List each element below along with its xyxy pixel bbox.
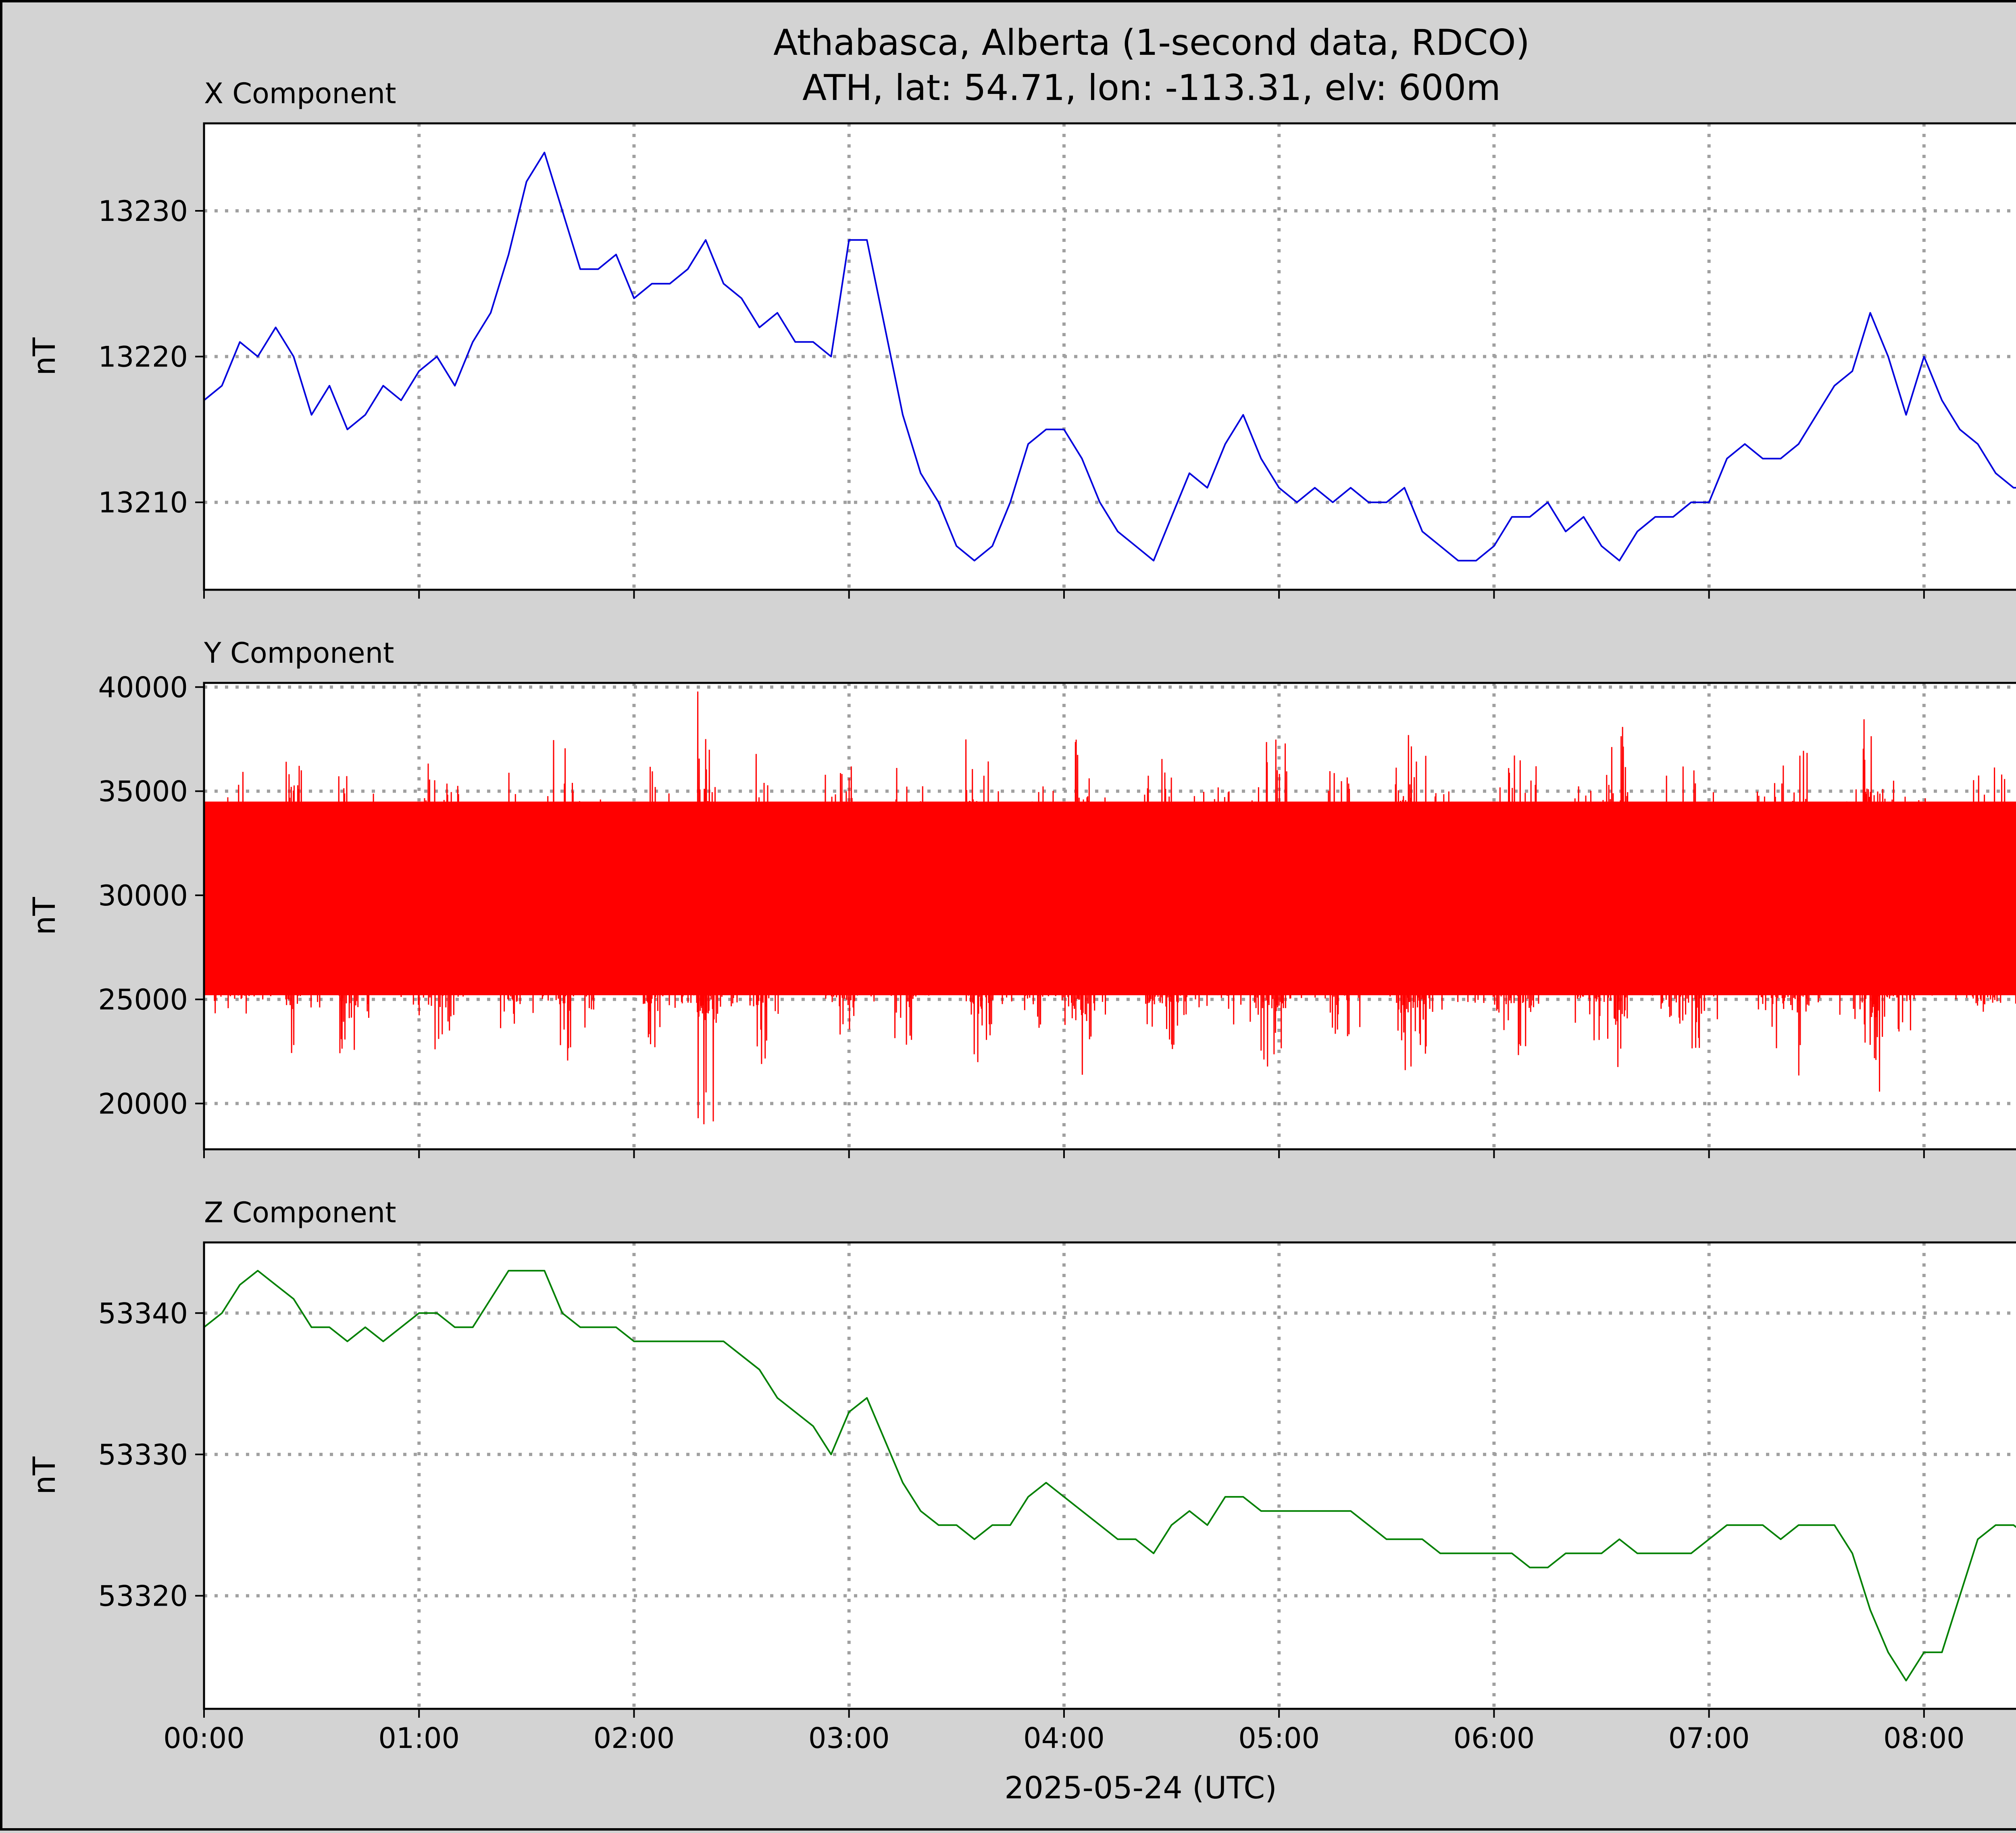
plot-frame <box>203 122 2016 591</box>
series-line-z <box>203 1270 2016 1681</box>
plot-frame <box>203 1241 2016 1710</box>
y-axis-label: nT <box>26 897 62 935</box>
panel-title: Y Component <box>204 637 394 670</box>
x-tick-label: 06:00 <box>1454 1722 1535 1755</box>
plot-area <box>204 1242 2016 1709</box>
x-tick-label: 08:00 <box>1883 1722 1965 1755</box>
y-axis-label: nT <box>26 1456 62 1495</box>
chart-title-line2: ATH, lat: 54.71, lon: -113.31, elv: 600m <box>802 67 1501 108</box>
y-tick-label: 53340 <box>98 1297 188 1330</box>
x-tick-label: 05:00 <box>1238 1722 1320 1755</box>
panel-3: Z Component nT 00:00 01:00 02:00 03:00 04:00 05… <box>26 1196 2016 1755</box>
series-line-x <box>203 152 2016 562</box>
plot-frame <box>203 682 2016 1151</box>
y-tick-label: 53330 <box>98 1438 188 1471</box>
x-axis-label: 2025-05-24 (UTC) <box>1004 1770 1277 1806</box>
series-line-y <box>203 691 2016 1124</box>
y-tick-label: 53320 <box>98 1580 188 1613</box>
panel-title: Z Component <box>204 1196 396 1229</box>
y-tick-label: 20000 <box>98 1087 188 1120</box>
x-tick-label: 00:00 <box>163 1722 245 1755</box>
panel-title: X Component <box>204 77 396 110</box>
panel-2: Y Component nT 20000 25000 30000 35000 40000 <box>26 637 2016 1158</box>
y-axis-label: nT <box>26 337 62 376</box>
y-tick-label: 13210 <box>98 486 188 519</box>
x-tick-label: 01:00 <box>378 1722 460 1755</box>
chart-title-line1: Athabasca, Alberta (1-second data, RDCO) <box>773 22 1530 63</box>
y-tick-label: 13220 <box>98 341 188 374</box>
y-tick-label: 35000 <box>98 775 188 808</box>
x-tick-label: 04:00 <box>1023 1722 1105 1755</box>
y-tick-label: 30000 <box>98 879 188 912</box>
y-tick-label: 25000 <box>98 983 188 1016</box>
x-tick-label: 03:00 <box>808 1722 890 1755</box>
x-tick-label: 07:00 <box>1668 1722 1750 1755</box>
y-tick-label: 13230 <box>98 195 188 228</box>
panel-1: X Component nT 13210 13220 13230 <box>26 77 2016 599</box>
y-tick-label: 40000 <box>98 671 188 704</box>
x-tick-label: 02:00 <box>594 1722 675 1755</box>
